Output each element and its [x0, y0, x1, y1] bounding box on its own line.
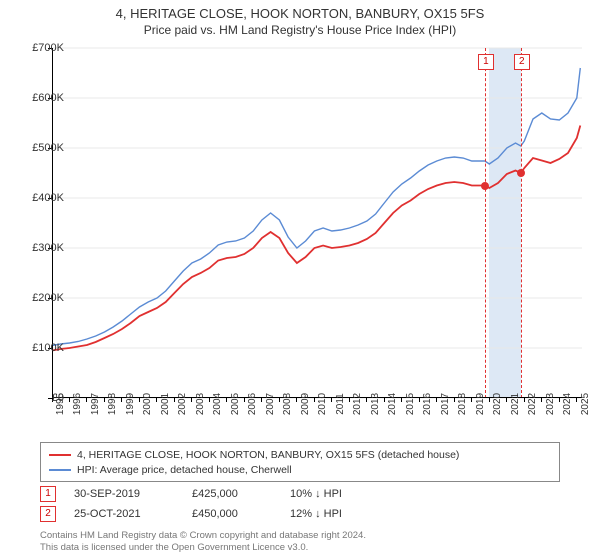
x-tick-label: 2001: [160, 393, 171, 415]
x-tick-label: 2004: [212, 393, 223, 415]
x-tick-label: 2023: [545, 393, 556, 415]
x-tick-label: 2009: [300, 393, 311, 415]
event-row-1: 1 30-SEP-2019 £425,000 10% ↓ HPI: [40, 484, 400, 504]
legend-box: 4, HERITAGE CLOSE, HOOK NORTON, BANBURY,…: [40, 442, 560, 482]
x-tick-label: 2008: [282, 393, 293, 415]
series-line: [52, 68, 580, 346]
chart-plot-area: 1 2: [52, 48, 582, 398]
legend-swatch-1: [49, 454, 71, 456]
event-price-1: £425,000: [192, 488, 272, 500]
x-tick-label: 2002: [177, 393, 188, 415]
vline-1: [485, 48, 486, 398]
legend-row-2: HPI: Average price, detached house, Cher…: [49, 462, 551, 477]
y-tick-label: £100K: [32, 342, 64, 354]
footer-attribution: Contains HM Land Registry data © Crown c…: [40, 530, 560, 554]
x-tick-label: 2007: [265, 393, 276, 415]
x-tick-label: 2005: [230, 393, 241, 415]
x-tick-label: 1996: [72, 393, 83, 415]
x-tick-label: 2013: [370, 393, 381, 415]
event-row-2: 2 25-OCT-2021 £450,000 12% ↓ HPI: [40, 504, 400, 524]
x-tick-label: 2016: [422, 393, 433, 415]
x-tick-label: 1999: [125, 393, 136, 415]
x-tick-label: 2010: [317, 393, 328, 415]
legend-label-1: 4, HERITAGE CLOSE, HOOK NORTON, BANBURY,…: [77, 449, 459, 461]
vline-2: [521, 48, 522, 398]
chart-subtitle: Price paid vs. HM Land Registry's House …: [0, 23, 600, 37]
x-tick-label: 2014: [387, 393, 398, 415]
event-date-1: 30-SEP-2019: [74, 488, 174, 500]
y-tick-label: £200K: [32, 292, 64, 304]
footer-line-2: This data is licensed under the Open Gov…: [40, 542, 560, 554]
event-price-2: £450,000: [192, 508, 272, 520]
title-block: 4, HERITAGE CLOSE, HOOK NORTON, BANBURY,…: [0, 0, 600, 37]
x-tick-label: 2012: [352, 393, 363, 415]
chart-title: 4, HERITAGE CLOSE, HOOK NORTON, BANBURY,…: [0, 6, 600, 21]
event-box-2: 2: [514, 54, 530, 70]
event-pct-1: 10% ↓ HPI: [290, 488, 400, 500]
event-dot-1: [481, 182, 489, 190]
y-tick-label: £500K: [32, 142, 64, 154]
y-tick-label: £300K: [32, 242, 64, 254]
legend-row-1: 4, HERITAGE CLOSE, HOOK NORTON, BANBURY,…: [49, 447, 551, 462]
events-table: 1 30-SEP-2019 £425,000 10% ↓ HPI 2 25-OC…: [40, 484, 400, 524]
x-tick-label: 2020: [492, 393, 503, 415]
x-tick-label: 1995: [55, 393, 66, 415]
y-tick-label: £600K: [32, 92, 64, 104]
event-num-2: 2: [40, 506, 56, 522]
y-tick-label: £400K: [32, 192, 64, 204]
y-tick-label: £700K: [32, 42, 64, 54]
x-tick-label: 2006: [247, 393, 258, 415]
x-tick-label: 2019: [475, 393, 486, 415]
event-box-1: 1: [478, 54, 494, 70]
x-tick-label: 2011: [335, 393, 346, 415]
x-tick-label: 2021: [510, 393, 521, 415]
event-num-1: 1: [40, 486, 56, 502]
series-svg: [52, 48, 582, 398]
x-tick-label: 2015: [405, 393, 416, 415]
chart-container: 4, HERITAGE CLOSE, HOOK NORTON, BANBURY,…: [0, 0, 600, 560]
x-tick-label: 2018: [457, 393, 468, 415]
x-tick-label: 2024: [562, 393, 573, 415]
event-dot-2: [517, 169, 525, 177]
x-tick-label: 2025: [580, 393, 591, 415]
x-tick-label: 2022: [527, 393, 538, 415]
legend-label-2: HPI: Average price, detached house, Cher…: [77, 464, 292, 476]
x-tick-label: 1998: [107, 393, 118, 415]
x-tick-label: 2003: [195, 393, 206, 415]
event-pct-2: 12% ↓ HPI: [290, 508, 400, 520]
series-group: [52, 68, 580, 351]
footer-line-1: Contains HM Land Registry data © Crown c…: [40, 530, 560, 542]
x-tick-label: 2000: [142, 393, 153, 415]
x-tick-label: 2017: [440, 393, 451, 415]
x-tick-label: 1997: [90, 393, 101, 415]
series-line: [52, 126, 580, 351]
legend-swatch-2: [49, 469, 71, 471]
event-date-2: 25-OCT-2021: [74, 508, 174, 520]
